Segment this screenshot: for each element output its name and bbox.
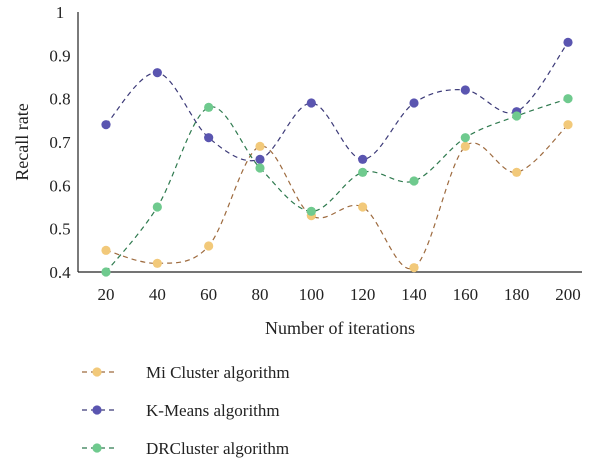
y-tick-label: 0.4 (49, 263, 71, 282)
y-tick-label: 1 (56, 3, 65, 22)
series-lines (105, 41, 569, 273)
data-point (204, 102, 214, 112)
legend: Mi Cluster algorithm K-Means algorithm DRC… (82, 363, 290, 458)
data-point (358, 154, 368, 164)
y-axis-title: Recall rate (12, 103, 32, 180)
series-line (105, 41, 569, 162)
x-tick-label: 180 (504, 285, 530, 304)
data-point (152, 258, 162, 268)
y-tick-label: 0.7 (49, 133, 71, 152)
x-tick-labels: 20 40 60 80 100 120 140 160 180 200 (98, 285, 581, 304)
x-tick-label: 140 (401, 285, 427, 304)
data-point (460, 141, 470, 151)
data-point (204, 133, 214, 143)
legend-label: DRCluster algorithm (146, 439, 289, 458)
data-point (409, 176, 419, 186)
data-point (512, 167, 522, 177)
data-point (409, 98, 419, 108)
x-tick-label: 20 (98, 285, 115, 304)
data-point (358, 202, 368, 212)
series-line (105, 124, 569, 270)
x-tick-label: 80 (252, 285, 269, 304)
y-tick-label: 0.6 (49, 176, 70, 195)
x-tick-label: 120 (350, 285, 376, 304)
data-point (563, 94, 573, 104)
legend-label: Mi Cluster algorithm (146, 363, 290, 382)
data-point (152, 68, 162, 78)
data-point (409, 263, 419, 273)
series-line (105, 98, 569, 273)
data-point (255, 163, 265, 173)
data-point (460, 85, 470, 95)
legend-marker (92, 405, 102, 415)
x-tick-label: 40 (149, 285, 166, 304)
data-point (101, 120, 111, 130)
axes (77, 12, 582, 273)
x-tick-label: 100 (299, 285, 325, 304)
legend-marker (92, 367, 102, 377)
data-point (152, 202, 162, 212)
x-tick-label: 200 (555, 285, 581, 304)
legend-marker (92, 443, 102, 453)
y-tick-label: 0.9 (49, 46, 70, 65)
data-point (563, 37, 573, 47)
y-tick-label: 0.8 (49, 90, 70, 109)
x-tick-label: 160 (453, 285, 479, 304)
data-point (101, 245, 111, 255)
x-tick-label: 60 (200, 285, 217, 304)
data-point (512, 111, 522, 121)
data-point (358, 167, 368, 177)
data-point (306, 206, 316, 216)
series-points (101, 37, 573, 277)
data-point (563, 120, 573, 130)
y-tick-labels: 0.4 0.5 0.6 0.7 0.8 0.9 1 (49, 3, 71, 282)
legend-label: K-Means algorithm (146, 401, 280, 420)
data-point (255, 141, 265, 151)
data-point (306, 98, 316, 108)
x-axis-title: Number of iterations (265, 318, 415, 338)
data-point (255, 154, 265, 164)
data-point (101, 267, 111, 277)
data-point (460, 133, 470, 143)
data-point (204, 241, 214, 251)
y-tick-label: 0.5 (49, 220, 70, 239)
